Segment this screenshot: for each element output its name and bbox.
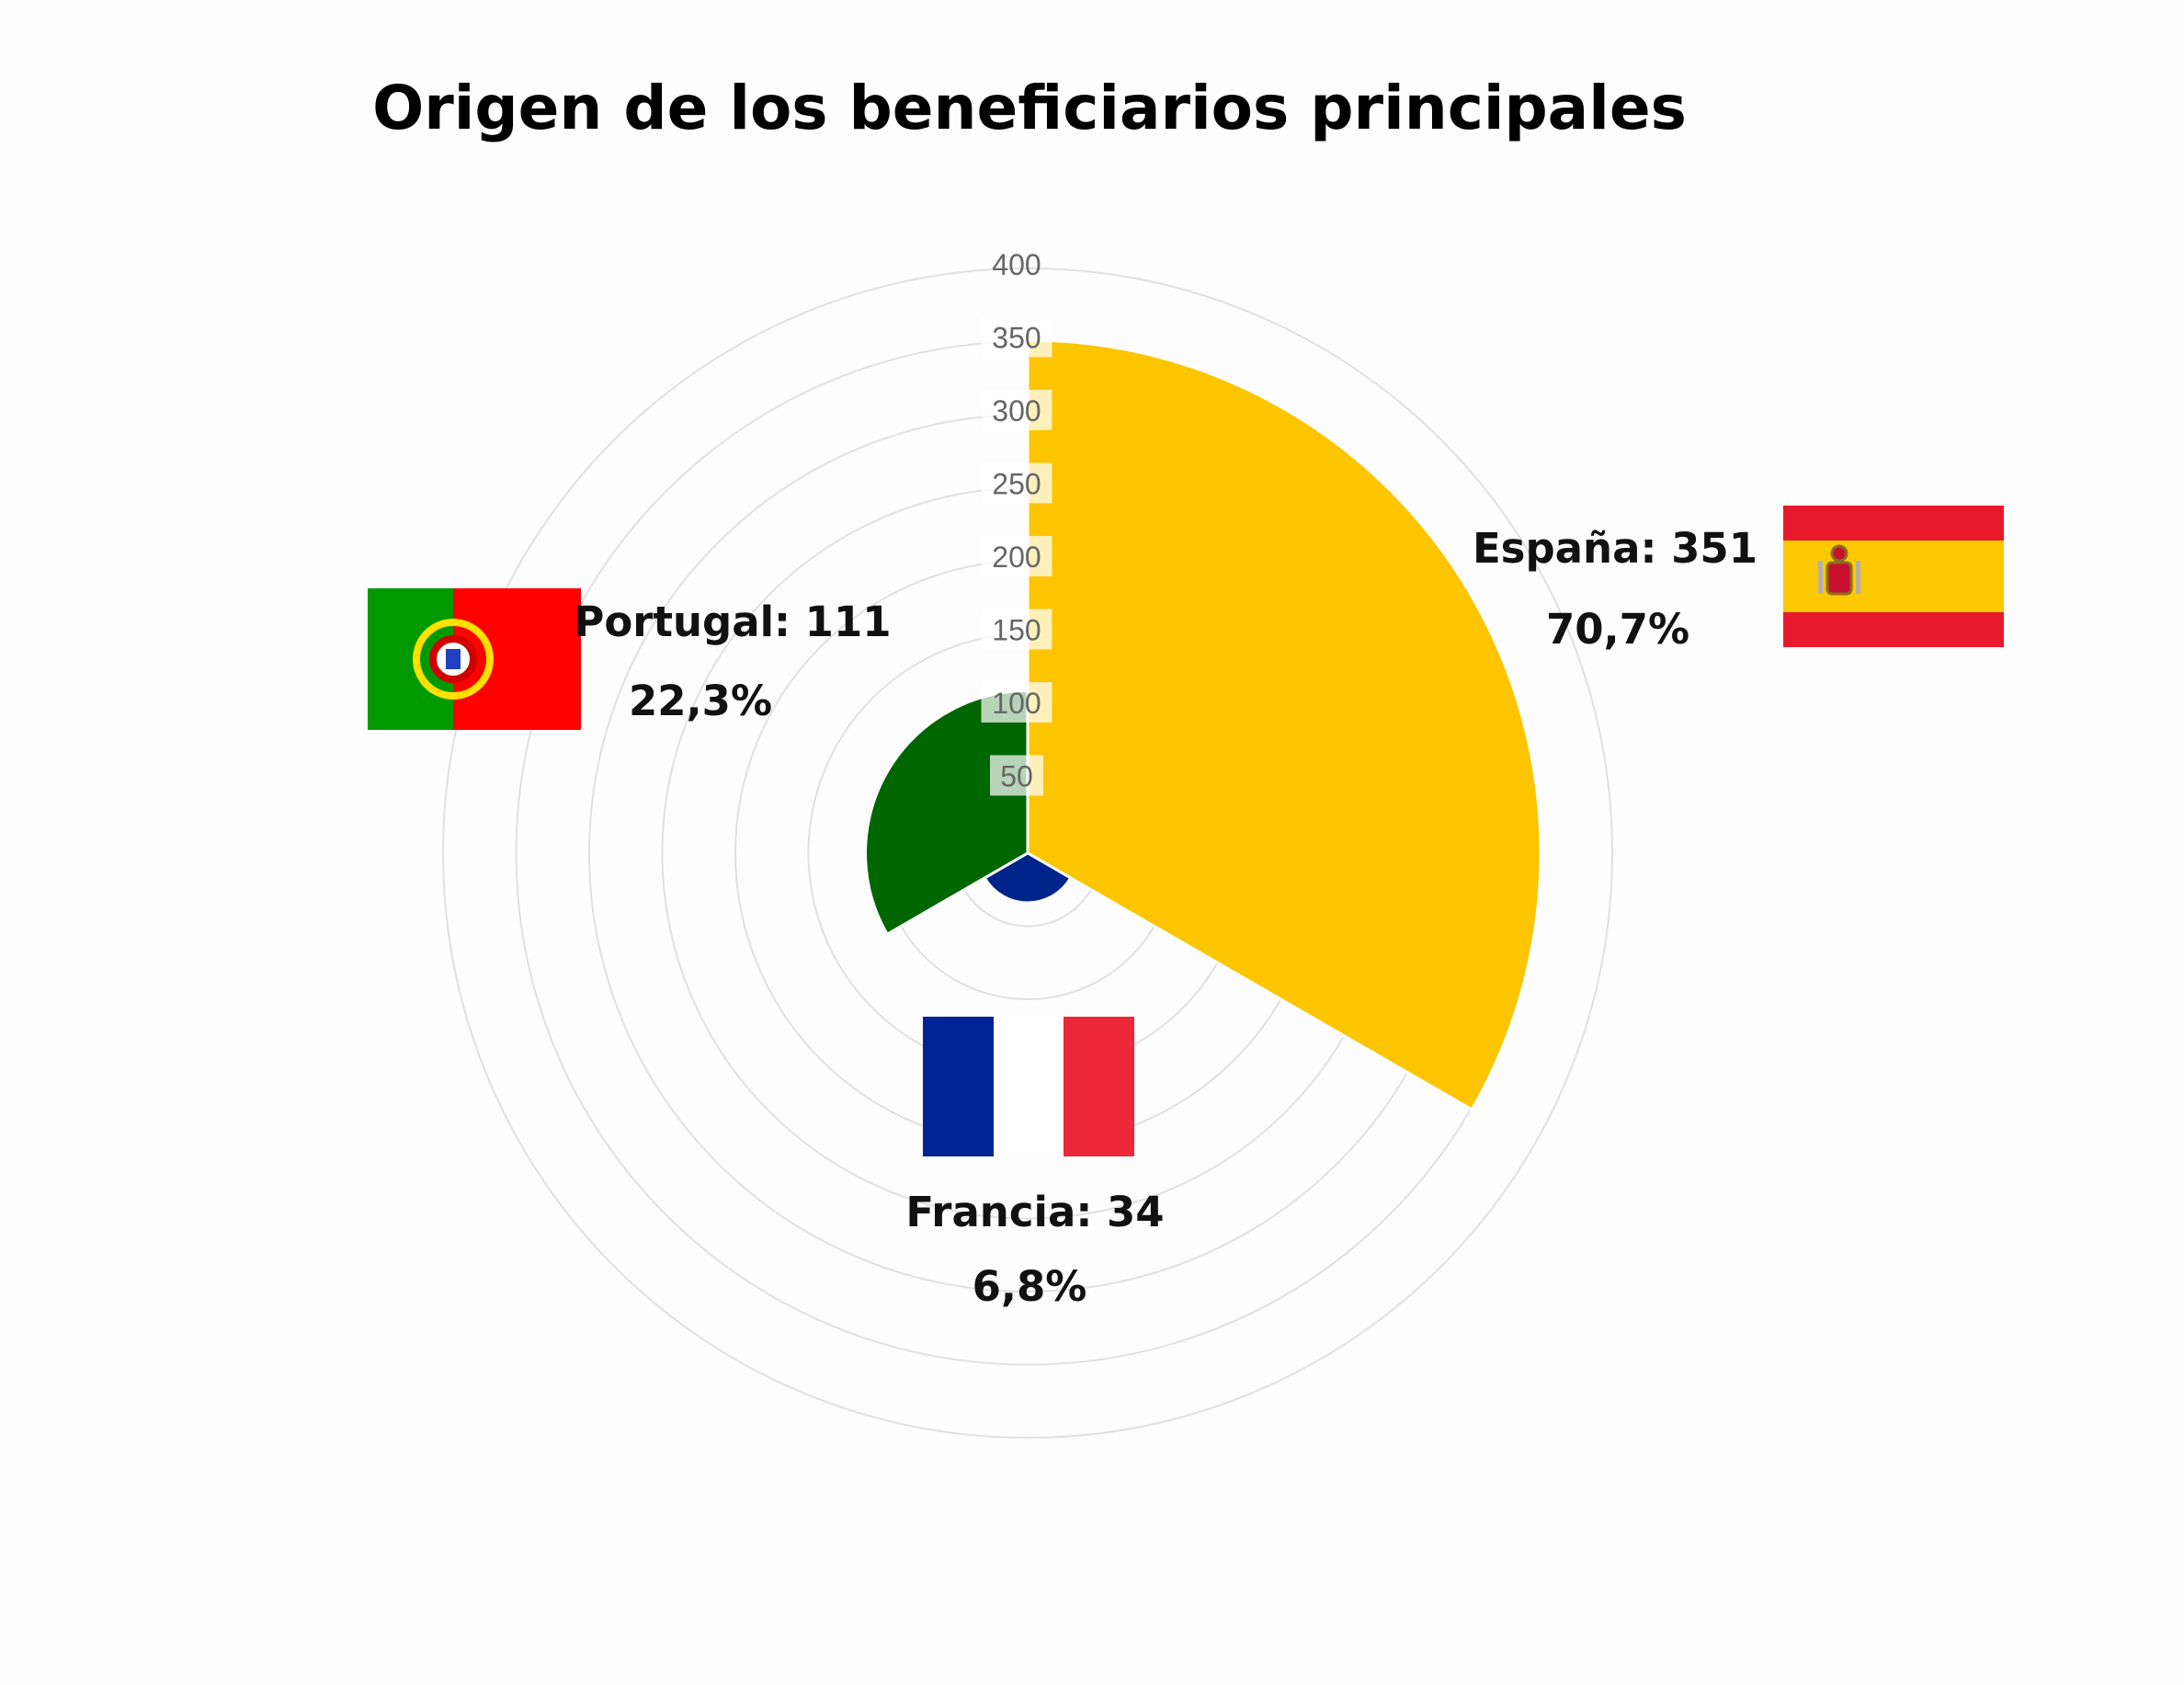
tick-200: 200 [981,536,1052,576]
tick-label: 100 [992,687,1041,720]
sector-españa [1026,338,1542,1112]
tick-label: 250 [992,468,1041,501]
tick-400: 400 [992,248,1041,281]
tick-50: 50 [990,755,1043,796]
tick-label: 200 [992,541,1041,574]
label-spain-percent: 70,7% [1546,605,1689,654]
portugal-flag [368,588,581,730]
tick-100: 100 [981,682,1052,723]
sector-francia [983,851,1073,905]
label-spain-value: España: 351 [1473,524,1757,573]
tick-label: 150 [992,614,1041,647]
label-portugal-percent: 22,3% [629,677,772,725]
label-france-value: Francia: 34 [905,1188,1164,1236]
tick-label: 350 [992,322,1041,355]
label-portugal-value: Portugal: 111 [574,598,891,646]
gridline-400 [442,268,1613,1439]
tick-label: 400 [992,248,1041,281]
sectors [864,338,1542,1112]
tick-250: 250 [981,462,1052,504]
france-flag [923,1017,1134,1156]
tick-label: 50 [1000,760,1033,793]
tick-label: 300 [992,394,1041,427]
label-france-percent: 6,8% [973,1262,1087,1311]
spain-flag [1783,506,2004,647]
radial-axis: 50 100 150 200 250 300 350 400 [981,248,1052,796]
chart-title: Origen de los beneficiarios principales [372,73,1687,143]
tick-300: 300 [981,390,1052,430]
tick-150: 150 [981,609,1052,650]
tick-350: 350 [981,316,1052,358]
